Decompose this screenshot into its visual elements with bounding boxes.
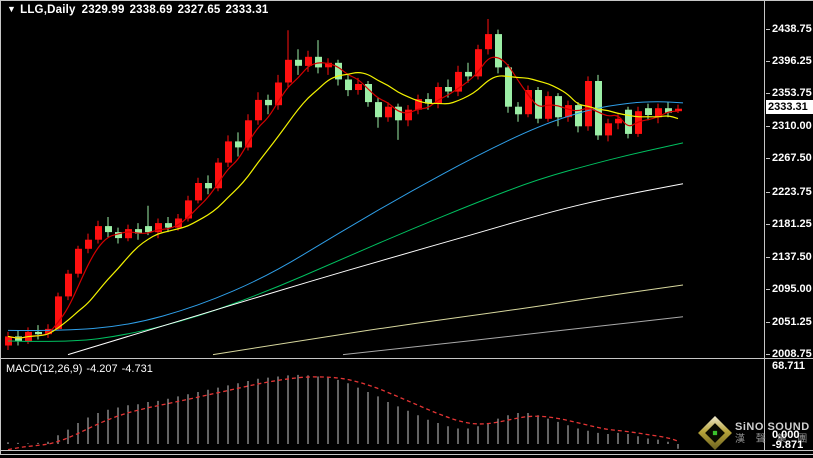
- price-tick-label: 2008.75: [766, 348, 812, 360]
- ma-fast-line: [7, 56, 679, 339]
- high-value: 2338.69: [129, 4, 173, 16]
- price-tick-label: 2267.50: [766, 152, 812, 164]
- macd-signal-value: -4.731: [121, 363, 153, 375]
- open-value: 2329.99: [81, 4, 125, 16]
- macd-axis-min-label: -9.871: [772, 439, 804, 451]
- macd-value: -4.207: [86, 363, 118, 375]
- price-tick-label: 2310.00: [766, 120, 812, 132]
- macd-histogram: [7, 374, 679, 449]
- last-price-label: 2333.31: [766, 100, 813, 114]
- ma-white-line: [67, 183, 684, 356]
- ohlc-readout: 2329.99 2338.69 2327.65 2333.31: [82, 4, 274, 16]
- price-tick-label: 2181.25: [766, 218, 812, 230]
- price-axis[interactable]: 2438.75 2396.25 2353.75 2310.00 2267.50 2223.…: [766, 0, 813, 450]
- price-tick-label: 2438.75: [766, 23, 812, 35]
- macd-pane-bottom-border: [0, 450, 813, 451]
- window-border-left: [0, 0, 1, 455]
- price-tick-label: 2051.25: [766, 316, 812, 328]
- macd-axis-max-label: 68.711: [772, 360, 806, 372]
- logo-brand-text-cn: 漢 聲 集 團: [735, 433, 812, 445]
- low-value: 2327.65: [177, 4, 221, 16]
- axis-border-line[interactable]: [764, 0, 765, 451]
- macd-axis-zero-label: 0.000: [772, 429, 800, 441]
- ma-khaki-line: [212, 284, 684, 356]
- macd-signal-line: [7, 376, 679, 451]
- symbol-dropdown-icon[interactable]: ▼: [7, 4, 17, 14]
- candles-layer: [5, 19, 682, 350]
- window-border-bottom: [0, 454, 813, 455]
- logo-brand-text: SiNO SOUND: [735, 420, 810, 433]
- price-tick-label: 2223.75: [766, 186, 812, 198]
- ma-green-line: [7, 142, 684, 342]
- macd-indicator-label: MACD(12,26,9) -4.207 -4.731: [6, 363, 157, 375]
- pane-divider[interactable]: [0, 358, 813, 359]
- price-tick-label: 2353.75: [766, 87, 812, 99]
- close-value: 2333.31: [225, 4, 269, 16]
- ma-blue-line: [7, 101, 684, 332]
- symbol-timeframe-label: LLG,Daily: [20, 4, 76, 16]
- price-tick-label: 2095.00: [766, 283, 812, 295]
- ma-mid-line: [7, 72, 679, 339]
- window-border-top: [0, 0, 813, 1]
- price-tick-label: 2396.25: [766, 55, 812, 67]
- macd-name: MACD(12,26,9): [6, 363, 83, 375]
- price-tick-label: 2137.50: [766, 251, 812, 263]
- chart-header: ▼ LLG,Daily 2329.99 2338.69 2327.65 2333.31: [7, 4, 274, 16]
- sino-sound-logo-icon: [698, 416, 732, 450]
- sino-sound-logo: SiNO SOUND 漢 聲 集 團: [698, 416, 812, 450]
- ma-gray-line: [342, 316, 684, 356]
